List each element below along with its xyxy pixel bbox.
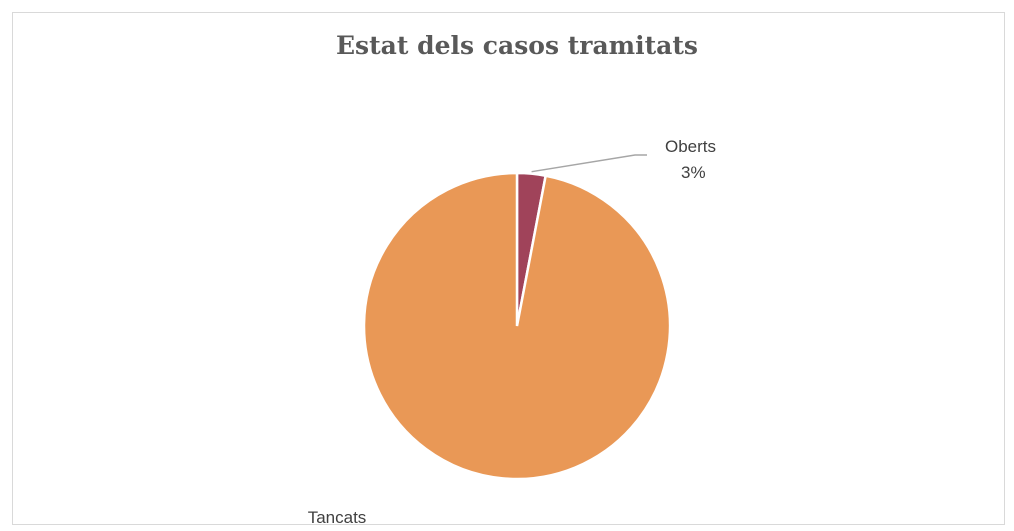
chart-title: Estat dels casos tramitats	[336, 31, 698, 60]
data-label-name: Oberts	[665, 137, 716, 156]
leader-line	[531, 154, 647, 173]
pie-slice	[362, 171, 672, 481]
data-label-name: Tancats	[308, 508, 367, 527]
data-label-value: 3%	[681, 163, 706, 182]
